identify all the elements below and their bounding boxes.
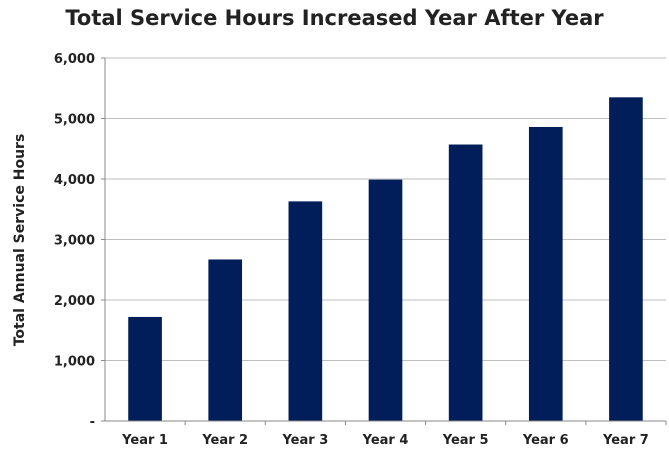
x-category-label: Year 3 [281, 433, 328, 448]
bar [448, 144, 483, 421]
bar [528, 126, 563, 421]
x-category-label: Year 1 [121, 433, 168, 448]
bar [208, 259, 243, 421]
y-tick-label: 6,000 [54, 52, 95, 67]
y-tick-label: 3,000 [54, 234, 95, 249]
x-category-labels: Year 1 Year 2 Year 3 Year 4 Year 5 Year 6 Year… [121, 433, 649, 448]
bar [288, 201, 323, 421]
x-category-label: Year 2 [201, 433, 248, 448]
bar [128, 316, 162, 421]
x-category-label: Year 7 [602, 433, 649, 448]
x-category-label: Year 5 [442, 433, 489, 448]
y-tick-label: 2,000 [54, 294, 95, 309]
bars [128, 97, 643, 421]
y-axis-label: Total Annual Service Hours [12, 134, 28, 347]
bar [609, 97, 643, 421]
y-tick-labels: - 1,000 2,000 3,000 4,000 5,000 6,000 [54, 52, 95, 430]
y-tick-label: 1,000 [54, 355, 95, 370]
bar [368, 179, 403, 421]
y-tick-label: - [90, 415, 95, 430]
axes [101, 57, 667, 425]
chart-title: Total Service Hours Increased Year After… [65, 6, 604, 30]
x-category-label: Year 6 [522, 433, 569, 448]
y-tick-label: 5,000 [54, 113, 95, 128]
x-category-label: Year 4 [362, 433, 409, 448]
y-tick-label: 4,000 [54, 173, 95, 188]
